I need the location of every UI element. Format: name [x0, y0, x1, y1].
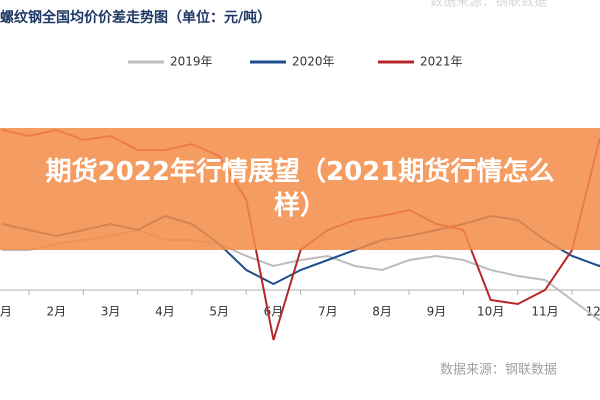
x-tick-label: 5月 — [209, 305, 229, 319]
chart-title: 螺纹钢全国均价价差走势图（单位：元/吨） — [0, 9, 271, 26]
banner: 期货2022年行情展望（2021期货行情怎么样） — [0, 128, 600, 250]
banner-text: 期货2022年行情展望（2021期货行情怎么样） — [45, 157, 555, 221]
source-note: 数据来源：钢联数据 — [440, 363, 557, 378]
x-tick-label: 9月 — [427, 305, 447, 319]
legend-label: 2019年 — [170, 55, 213, 69]
source-note: 数据来源：钢联数据 — [430, 0, 547, 10]
x-tick-label: 8月 — [372, 305, 392, 319]
x-tick-label: 4月 — [155, 305, 175, 319]
legend-label: 2021年 — [420, 55, 463, 69]
x-tick-label: 12月 — [586, 305, 600, 319]
legend-label: 2020年 — [292, 55, 335, 69]
x-tick-label: 1月 — [0, 305, 12, 319]
x-tick-label: 7月 — [318, 305, 338, 319]
x-tick-label: 10月 — [477, 305, 504, 319]
x-tick-label: 2月 — [46, 305, 66, 319]
x-tick-label: 11月 — [531, 305, 558, 319]
x-tick-label: 3月 — [101, 305, 121, 319]
